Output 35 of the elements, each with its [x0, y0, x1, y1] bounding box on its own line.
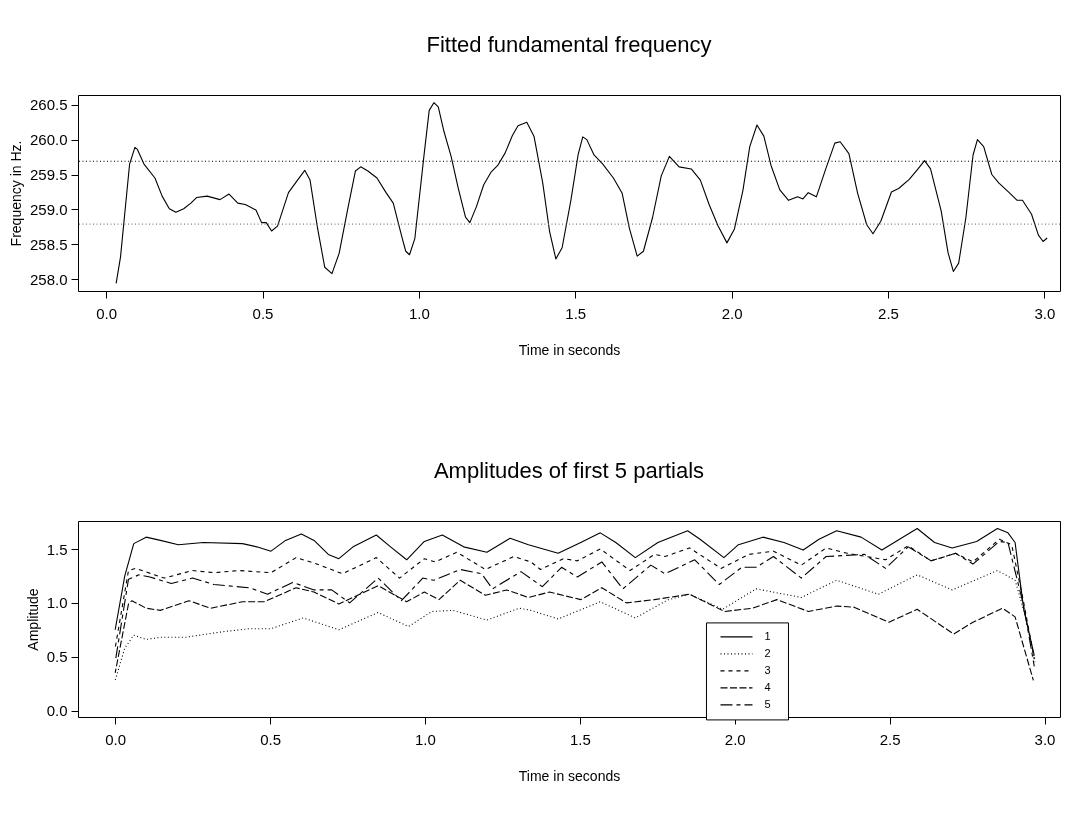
x-tick-label: 1.5: [565, 304, 587, 322]
y-tick-label: 1.0: [46, 594, 68, 612]
x-tick-label: 2.0: [721, 304, 743, 322]
x-tick-label: 2.5: [878, 304, 899, 322]
y-tick-label: 0.0: [46, 702, 68, 720]
y-tick-label: 1.5: [46, 540, 68, 558]
y-tick-label: 260.0: [29, 131, 68, 149]
y-tick-label: 259.5: [29, 166, 68, 184]
x-axis-title: Time in seconds: [518, 767, 621, 784]
x-tick-label: 3.0: [1034, 730, 1056, 748]
x-tick-label: 2.5: [879, 730, 901, 748]
legend-label: 3: [764, 663, 771, 676]
y-tick-label: 259.0: [29, 200, 68, 218]
x-tick-label: 0.0: [105, 730, 127, 748]
x-tick-label: 1.0: [415, 730, 436, 748]
legend-label: 2: [764, 646, 771, 659]
x-axis-title: Time in seconds: [518, 341, 621, 358]
y-tick-label: 258.0: [29, 270, 68, 288]
chart-title: Amplitudes of first 5 partials: [433, 458, 705, 483]
x-tick-label: 3.0: [1034, 304, 1056, 322]
x-tick-label: 0.5: [252, 304, 274, 322]
y-axis-title: Amplitude: [24, 588, 41, 651]
y-tick-label: 260.5: [29, 96, 68, 114]
legend-label: 5: [764, 697, 771, 710]
y-tick-label: 0.5: [46, 648, 68, 666]
legend-label: 1: [764, 629, 771, 642]
chart-title: Fitted fundamental frequency: [426, 32, 712, 57]
x-tick-label: 0.0: [96, 304, 118, 322]
x-tick-label: 1.0: [408, 304, 430, 322]
x-tick-label: 0.5: [260, 730, 281, 748]
x-tick-label: 2.0: [724, 730, 746, 748]
y-axis-title: Frequency in Hz.: [7, 140, 24, 247]
y-tick-label: 258.5: [29, 235, 68, 253]
x-tick-label: 1.5: [569, 730, 591, 748]
legend-label: 4: [764, 680, 771, 693]
